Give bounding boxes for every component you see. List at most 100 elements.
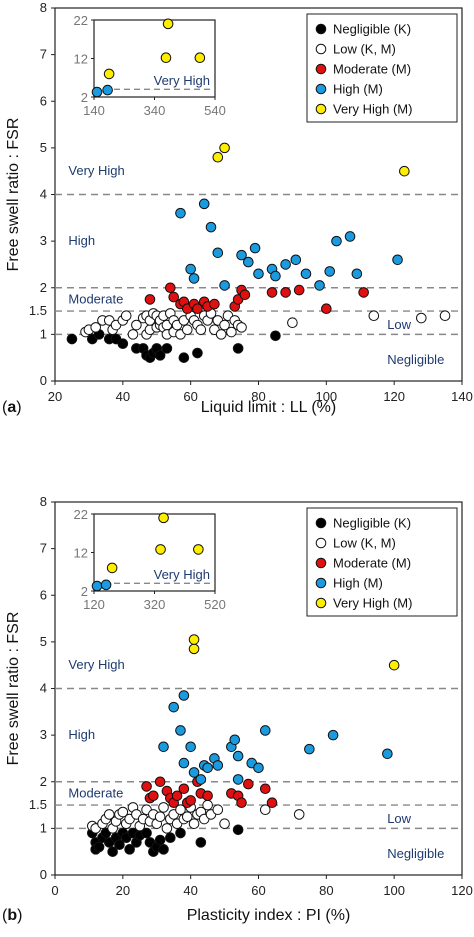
data-point — [178, 690, 190, 701]
data-point — [212, 247, 224, 259]
data-point — [219, 280, 230, 291]
inset-zone-label: Very High — [154, 567, 210, 582]
data-point — [249, 242, 261, 254]
data-point — [161, 823, 173, 834]
y-tick-label: 3 — [40, 233, 47, 248]
data-point — [253, 268, 264, 280]
inset-y-tick-label: 12 — [74, 546, 88, 561]
y-tick-label: 0 — [40, 373, 47, 388]
data-point — [181, 324, 193, 336]
data-point — [117, 338, 129, 350]
data-point — [141, 827, 152, 839]
legend-box — [306, 507, 458, 617]
y-tick-label: 6 — [40, 93, 47, 108]
data-point — [331, 235, 342, 247]
y-tick-label: 2 — [40, 774, 47, 789]
zone-label: Moderate — [68, 785, 123, 800]
data-point — [219, 142, 230, 154]
y-tick-label: 5 — [40, 634, 47, 649]
data-point — [392, 254, 403, 266]
inset-x-tick-label: 120 — [83, 597, 105, 612]
data-point — [388, 659, 400, 671]
x-tick-label: 40 — [116, 389, 130, 404]
data-point — [399, 165, 410, 177]
data-point — [202, 799, 213, 811]
y-tick-label: 1.5 — [29, 303, 47, 318]
legend-label: Moderate (M) — [333, 62, 411, 77]
data-point — [188, 273, 200, 284]
y-tick-label: 6 — [40, 587, 47, 602]
panel-label: (a) — [2, 399, 22, 416]
inset-data-point — [155, 544, 166, 555]
inset-x-tick-label: 540 — [204, 103, 226, 118]
data-point — [154, 776, 166, 788]
inset-x-tick-label: 340 — [144, 103, 166, 118]
data-point — [209, 298, 220, 310]
data-point — [192, 347, 203, 359]
data-point — [168, 291, 180, 303]
inset-data-point — [100, 579, 112, 591]
zone-label: Very High — [68, 657, 124, 672]
data-point — [266, 287, 278, 298]
y-tick-label: 5 — [40, 140, 47, 155]
data-point — [158, 741, 169, 753]
inset-data-point — [91, 580, 103, 592]
inset-zone-label: Very High — [154, 73, 210, 88]
inset-data-point — [160, 52, 172, 64]
inset-plot: 2 12 22 140 340 540 Very High — [74, 13, 226, 118]
data-point — [154, 350, 166, 361]
y-tick-label: 7 — [40, 47, 47, 62]
data-point — [175, 804, 186, 816]
inset-y-tick-label: 22 — [74, 13, 88, 28]
legend-marker — [315, 517, 327, 529]
data-point — [192, 303, 203, 315]
data-point — [243, 256, 254, 268]
legend-label: Negligible (K) — [333, 516, 411, 531]
legend-label: High (M) — [333, 576, 383, 591]
zone-label: Low — [387, 811, 411, 826]
legend-marker — [315, 577, 327, 589]
data-point — [239, 289, 251, 301]
legend-marker — [315, 103, 327, 115]
legend-marker — [315, 23, 327, 35]
inset-data-point — [162, 18, 174, 30]
data-point — [185, 795, 196, 806]
data-point — [351, 268, 363, 280]
data-point — [154, 811, 166, 823]
data-point — [175, 207, 186, 219]
data-point — [226, 326, 237, 338]
x-tick-label: 140 — [451, 389, 473, 404]
x-tick-label: 100 — [315, 389, 337, 404]
data-point — [158, 802, 169, 813]
data-point — [165, 282, 176, 294]
inset-plot: 2 12 22 120 320 520 Very High — [74, 507, 226, 612]
x-tick-label: 80 — [319, 883, 333, 898]
data-point — [232, 343, 244, 354]
data-point — [270, 330, 281, 342]
legend-marker — [315, 597, 327, 609]
legend-marker — [315, 83, 327, 95]
legend-label: High (M) — [333, 82, 383, 97]
inset-x-tick-label: 140 — [83, 103, 105, 118]
inset-y-tick-label: 22 — [74, 507, 88, 522]
x-tick-label: 100 — [383, 883, 405, 898]
x-tick-label: 120 — [451, 883, 473, 898]
data-point — [148, 790, 159, 802]
data-point — [259, 804, 271, 816]
data-point — [198, 198, 210, 210]
data-point — [259, 725, 271, 736]
y-tick-label: 8 — [40, 494, 47, 509]
data-point — [236, 797, 247, 809]
inset-data-point — [91, 86, 103, 98]
data-point — [144, 294, 156, 305]
x-tick-label: 40 — [183, 883, 197, 898]
y-tick-label: 7 — [40, 541, 47, 556]
data-point — [178, 352, 190, 363]
inset-data-point — [194, 52, 206, 64]
legend-label: Low (K, M) — [333, 42, 396, 57]
legend-label: Moderate (M) — [333, 556, 411, 571]
data-point — [158, 844, 169, 855]
inset-data-point — [158, 512, 169, 524]
inset-x-tick-label: 520 — [204, 597, 226, 612]
